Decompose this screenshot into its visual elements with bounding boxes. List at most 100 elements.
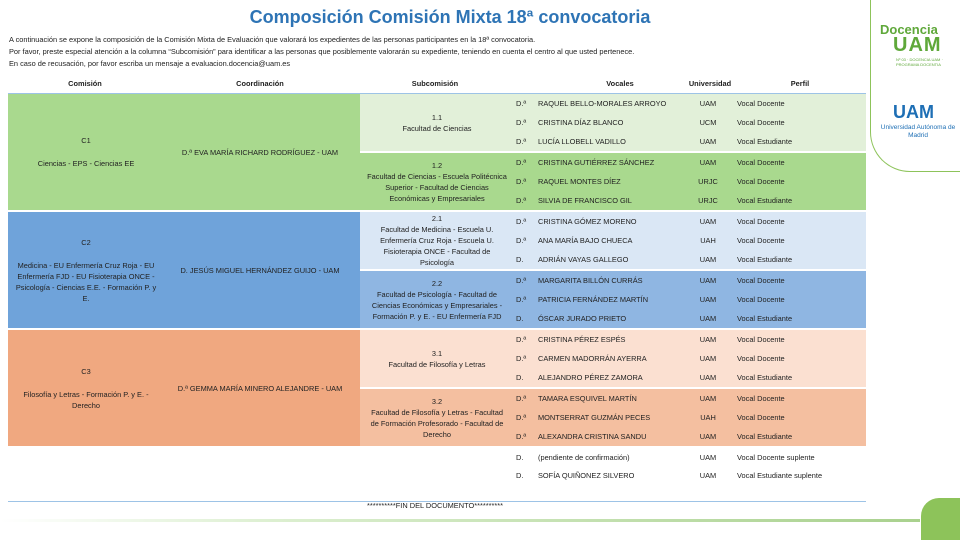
suplente-row-2-trat: D.: [516, 471, 524, 480]
vocal-row-1.2-2-nombre: RAQUEL MONTES DÍEZ: [538, 177, 621, 186]
vocal-row-2.2-3-trat: D.: [516, 314, 524, 323]
vocal-row-2.2-3-univ: UAM: [699, 314, 717, 323]
corner-accent: [921, 498, 960, 540]
logo-frame: [870, 0, 960, 172]
group-block-2: [8, 212, 360, 328]
vocal-row-2.2-2-univ: UAM: [699, 295, 717, 304]
vocal-row-2.1-1-trat: D.ª: [516, 217, 527, 226]
vocal-row-1.1-1-univ: UAM: [699, 99, 717, 108]
subcomision-code: 2.1: [431, 214, 443, 223]
subcomision-1.1: 1.1 Facultad de Ciencias: [366, 94, 508, 151]
subcomision-3.2: 3.2 Facultad de Filosofía y Letras - Facu…: [366, 389, 508, 446]
intro-line-2: Por favor, preste especial atención a la…: [9, 47, 635, 56]
vocal-row-1.2-3-univ: URJC: [698, 196, 718, 205]
uam-logo: UAM: [893, 102, 934, 122]
subcomision-3.1: 3.1 Facultad de Filosofía y Letras: [366, 330, 508, 387]
vocal-row-2.1-3-perfil: Vocal Estudiante: [737, 255, 793, 264]
docencia-logo-sub: Nº 03 · DOCENCIA UAM · PROGRAMA DOCENTIA: [896, 57, 943, 67]
subcomision-code: 3.2: [431, 396, 443, 406]
vocal-row-2.1-3-nombre: ADRIÁN VAYAS GALLEGO: [538, 255, 629, 264]
vocal-row-3.2-3-trat: D.ª: [516, 432, 527, 441]
vocal-row-1.1-2-perfil: Vocal Docente: [737, 118, 785, 127]
vocal-row-1.2-3-perfil: Vocal Estudiante: [737, 196, 793, 205]
suplente-row-2-univ: UAM: [699, 471, 717, 480]
suplente-row-1-nombre: (pendiente de confirmación): [538, 453, 630, 462]
vocal-row-1.2-1-perfil: Vocal Docente: [737, 158, 785, 167]
group-comision-2: C2 Medicina - EU Enfermería Cruz Roja - E…: [12, 212, 160, 328]
subgroup-block-3.1: [360, 330, 866, 387]
subcomision-name: Facultad de Psicología - Facultad de Cie…: [371, 289, 503, 321]
intro-text: A continuación se expone la composición …: [9, 34, 869, 70]
vocal-row-1.1-1-perfil: Vocal Docente: [737, 99, 785, 108]
suplente-row-1-perfil: Vocal Docente suplente: [737, 453, 815, 462]
subcomision-name: Facultad de Ciencias - Escuela Politécni…: [367, 171, 507, 203]
subcomision-name: Facultad de Filosofía y Letras - Faculta…: [370, 407, 504, 439]
vocal-row-1.1-1-trat: D.ª: [516, 99, 527, 108]
table-bottom-divider: [8, 501, 866, 502]
docencia-logo-word: Docencia: [880, 22, 938, 37]
vocal-row-2.2-1-univ: UAM: [699, 276, 717, 285]
vocal-row-3.1-3-nombre: ALEJANDRO PÉREZ ZAMORA: [538, 373, 643, 382]
vocal-row-2.1-3-trat: D.: [516, 255, 524, 264]
end-of-document: **********FIN DEL DOCUMENTO**********: [367, 501, 503, 510]
subcomision-name: Facultad de Filosofía y Letras: [388, 359, 486, 369]
vocal-row-3.2-1-perfil: Vocal Docente: [737, 394, 785, 403]
intro-line-3: En caso de recusación, por favor escriba…: [9, 59, 291, 68]
subgroup-block-3.2: [360, 389, 866, 446]
vocal-row-2.2-3-perfil: Vocal Estudiante: [737, 314, 793, 323]
vocal-row-1.1-3-univ: UAM: [699, 137, 717, 146]
bottom-accent-line: [0, 519, 920, 522]
subcomision-code: 1.1: [431, 112, 443, 122]
subgroup-block-2.1: [360, 212, 866, 269]
vocal-row-3.2-2-nombre: MONTSERRAT GUZMÁN PECES: [538, 413, 651, 422]
vocal-row-1.1-1-nombre: RAQUEL BELLO-MORALES ARROYO: [538, 99, 667, 108]
vocal-row-3.2-2-trat: D.ª: [516, 413, 527, 422]
vocal-row-3.1-1-trat: D.ª: [516, 335, 527, 344]
suplente-row-2-nombre: SOFÍA QUIÑONEZ SILVERO: [538, 471, 635, 480]
group-coordinacion-3: D.ª GEMMA MARÍA MINERO ALEJANDRE - UAM: [177, 383, 343, 393]
vocal-row-3.1-1-nombre: CRISTINA PÉREZ ESPÉS: [538, 335, 626, 344]
group-coordinacion-2: D. JESÚS MIGUEL HERNÁNDEZ GUIJO - UAM: [180, 265, 340, 275]
vocal-row-2.1-2-nombre: ANA MARÍA BAJO CHUECA: [538, 236, 633, 245]
subcomision-name: Facultad de Ciencias: [402, 123, 472, 133]
vocal-row-3.2-2-univ: UAH: [700, 413, 716, 422]
vocal-row-3.2-3-univ: UAM: [699, 432, 717, 441]
vocal-row-2.2-2-perfil: Vocal Docente: [737, 295, 785, 304]
vocal-row-2.1-2-perfil: Vocal Docente: [737, 236, 785, 245]
group-code: C2: [81, 237, 91, 247]
vocal-row-1.2-1-univ: UAM: [699, 158, 717, 167]
vocal-row-3.1-2-perfil: Vocal Docente: [737, 354, 785, 363]
vocal-row-2.2-2-nombre: PATRICIA FERNÁNDEZ MARTÍN: [538, 295, 649, 304]
header-subcomision: Subcomisión: [411, 79, 459, 88]
group-code: C1: [81, 136, 91, 145]
vocal-row-1.1-3-perfil: Vocal Estudiante: [737, 137, 793, 146]
page-title: Composición Comisión Mixta 18ª convocato…: [249, 7, 651, 27]
vocal-row-2.2-1-perfil: Vocal Docente: [737, 276, 785, 285]
subcomision-1.2: 1.2 Facultad de Ciencias - Escuela Polité…: [366, 153, 508, 210]
vocal-row-2.1-2-univ: UAH: [700, 236, 716, 245]
uam-logo-name: Universidad Autónoma de Madrid: [880, 124, 956, 139]
vocal-row-1.2-2-trat: D.ª: [516, 177, 527, 186]
vocal-row-1.2-3-trat: D.ª: [516, 196, 527, 205]
vocal-row-2.1-1-perfil: Vocal Docente: [737, 217, 785, 226]
header-comision: Comisión: [68, 79, 102, 88]
vocal-row-3.2-1-univ: UAM: [699, 394, 717, 403]
vocal-row-1.2-2-perfil: Vocal Docente: [737, 177, 785, 186]
group-block-3: [8, 330, 360, 446]
header-divider: [8, 93, 866, 94]
vocal-row-2.2-3-nombre: ÓSCAR JURADO PRIETO: [538, 314, 627, 323]
vocal-row-1.2-1-nombre: CRISTINA GUTIÉRREZ SÁNCHEZ: [538, 158, 655, 167]
vocal-row-1.2-3-nombre: SILVIA DE FRANCISCO GIL: [538, 196, 632, 205]
group-comision-3: C3 Filosofía y Letras - Formación P. y E.…: [12, 330, 160, 446]
vocal-row-3.1-1-perfil: Vocal Docente: [737, 335, 785, 344]
vocal-row-2.1-2-trat: D.ª: [516, 236, 527, 245]
subcomision-2.2: 2.2 Facultad de Psicología - Facultad de …: [366, 271, 508, 328]
vocal-row-1.1-2-univ: UCM: [699, 118, 717, 127]
docencia-logo-uam: UAM: [893, 34, 942, 56]
group-block-1: [8, 94, 360, 210]
subgroup-block-2.2: [360, 271, 866, 328]
header-vocales: Vocales: [606, 79, 634, 88]
vocal-row-3.1-1-univ: UAM: [699, 335, 717, 344]
vocal-row-3.2-3-perfil: Vocal Estudiante: [737, 432, 793, 441]
vocal-row-2.2-1-nombre: MARGARITA BILLÓN CURRÁS: [538, 276, 643, 285]
